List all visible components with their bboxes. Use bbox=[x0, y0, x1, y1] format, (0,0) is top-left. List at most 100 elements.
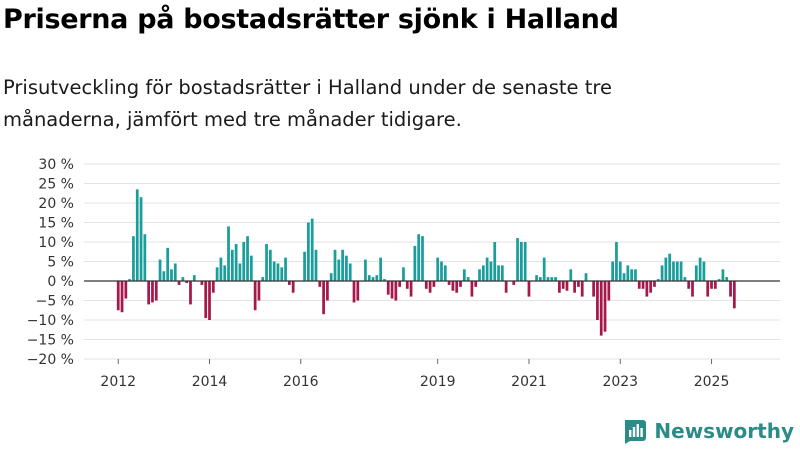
bar bbox=[645, 281, 649, 297]
bar bbox=[246, 236, 249, 281]
tick-labels: 30 % 25 % 20 % 15 % 10 % 5 % 0 % −5 % −10 % −15 %… bbox=[27, 0, 759, 390]
bar bbox=[200, 281, 204, 285]
bar bbox=[527, 281, 531, 297]
bar bbox=[732, 281, 736, 309]
bar bbox=[132, 236, 135, 281]
bar bbox=[516, 238, 519, 281]
bar bbox=[489, 261, 493, 281]
bar bbox=[314, 249, 318, 281]
bar bbox=[694, 265, 698, 281]
y-tick-label: 20 % bbox=[38, 196, 74, 212]
bar bbox=[691, 281, 694, 297]
bar bbox=[668, 253, 672, 281]
bar bbox=[478, 269, 481, 281]
y-tick-label: −5 % bbox=[36, 294, 74, 310]
bar bbox=[139, 197, 143, 281]
axes bbox=[84, 280, 780, 364]
bar bbox=[569, 269, 573, 281]
bar bbox=[710, 281, 713, 289]
bar bbox=[611, 261, 615, 281]
y-tick-label: 10 % bbox=[38, 235, 74, 251]
bar bbox=[170, 269, 173, 281]
bar bbox=[539, 277, 542, 281]
y-tick-label: 5 % bbox=[47, 255, 74, 271]
bar bbox=[322, 281, 325, 315]
newsworthy-logo-icon bbox=[625, 420, 647, 444]
bar bbox=[443, 265, 447, 281]
bar bbox=[641, 281, 645, 289]
bar bbox=[622, 273, 626, 281]
bar bbox=[356, 281, 360, 301]
bar bbox=[249, 255, 253, 281]
bar bbox=[485, 257, 489, 281]
bar bbox=[128, 279, 132, 281]
brand-name: Newsworthy bbox=[654, 419, 794, 443]
bar bbox=[124, 281, 128, 299]
x-tick-label: 2016 bbox=[283, 374, 319, 390]
bar bbox=[679, 261, 683, 281]
y-tick-label: −20 % bbox=[27, 352, 74, 368]
bar bbox=[428, 281, 432, 293]
bar bbox=[455, 281, 459, 293]
bar bbox=[409, 281, 413, 297]
bar bbox=[280, 267, 284, 281]
bar bbox=[637, 281, 641, 289]
bar bbox=[596, 281, 599, 320]
bar bbox=[276, 263, 280, 281]
bar bbox=[234, 243, 238, 281]
bar bbox=[238, 263, 242, 281]
bar bbox=[379, 257, 383, 281]
bar bbox=[554, 277, 557, 281]
bar bbox=[154, 281, 158, 301]
bar bbox=[135, 189, 139, 281]
bar bbox=[223, 265, 227, 281]
bar bbox=[329, 273, 333, 281]
bar bbox=[307, 222, 310, 281]
bar bbox=[177, 281, 181, 285]
y-tick-label: −15 % bbox=[27, 333, 74, 349]
bar bbox=[272, 261, 276, 281]
bar bbox=[265, 243, 268, 281]
bar bbox=[402, 267, 405, 281]
bar bbox=[303, 251, 306, 281]
bar bbox=[519, 242, 523, 281]
bar bbox=[215, 267, 219, 281]
bar bbox=[493, 242, 497, 281]
x-tick-label: 2014 bbox=[192, 374, 228, 390]
brand-logo[interactable]: Newsworthy bbox=[621, 418, 794, 444]
bar bbox=[660, 265, 664, 281]
bar bbox=[630, 269, 634, 281]
y-tick-label: 0 % bbox=[47, 274, 74, 290]
bar bbox=[116, 281, 120, 311]
bar bbox=[500, 265, 504, 281]
bar bbox=[261, 277, 265, 281]
bar bbox=[675, 261, 679, 281]
bar bbox=[147, 281, 151, 305]
bar bbox=[257, 281, 261, 301]
chart-subtitle: Prisutveckling för bostadsrätter i Halla… bbox=[3, 76, 612, 131]
bar bbox=[318, 281, 322, 287]
bar bbox=[436, 257, 440, 281]
bar bbox=[634, 269, 637, 281]
bar bbox=[310, 218, 314, 281]
bar bbox=[162, 271, 166, 281]
bar bbox=[729, 281, 732, 297]
bar bbox=[535, 275, 538, 281]
bar bbox=[512, 281, 516, 285]
bar bbox=[120, 281, 124, 313]
bar bbox=[451, 281, 455, 291]
y-tick-label: 15 % bbox=[38, 216, 74, 232]
bar bbox=[573, 281, 576, 293]
bar bbox=[698, 257, 702, 281]
bar bbox=[242, 242, 246, 281]
bar bbox=[504, 281, 508, 293]
bar bbox=[348, 263, 352, 281]
bar bbox=[550, 277, 554, 281]
bar bbox=[607, 281, 611, 301]
bar bbox=[687, 281, 691, 289]
bar bbox=[474, 281, 478, 287]
bar bbox=[284, 257, 287, 281]
bar bbox=[725, 277, 729, 281]
bar bbox=[649, 281, 653, 293]
